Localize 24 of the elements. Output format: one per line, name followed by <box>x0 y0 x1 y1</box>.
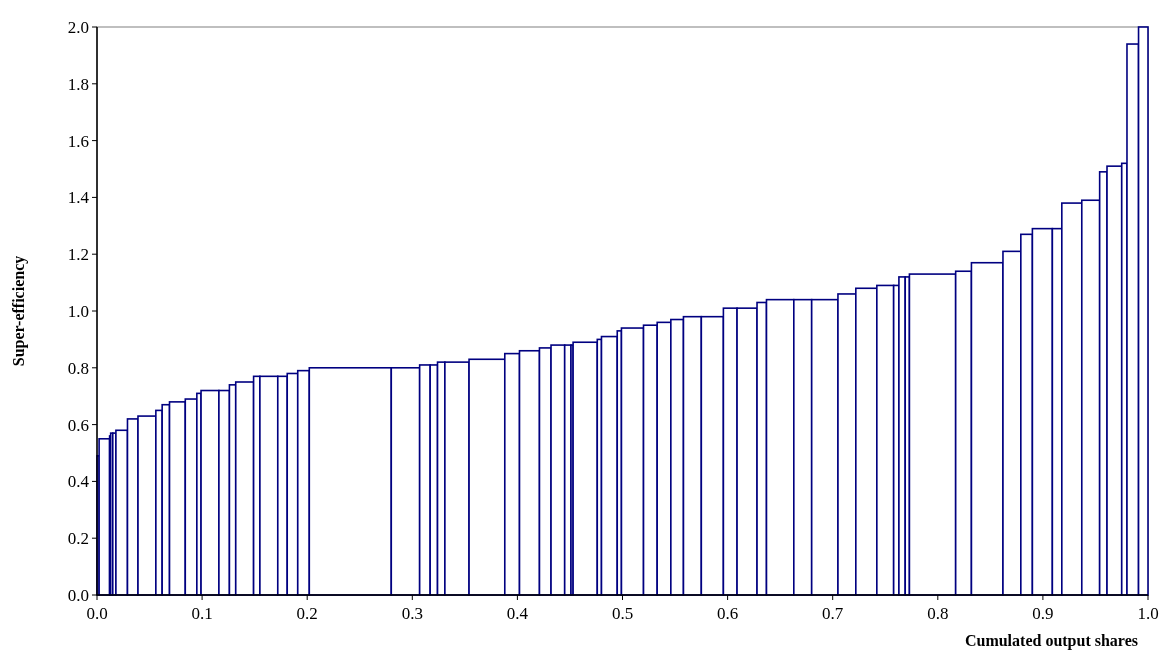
x-tick-label: 0.5 <box>611 604 634 623</box>
y-tick-label: 2.0 <box>67 17 89 37</box>
y-tick-label: 0.4 <box>67 472 90 492</box>
x-tick-label: 0.3 <box>401 604 423 623</box>
x-tick-label: 0.6 <box>716 604 739 623</box>
x-tick-label: 0.8 <box>927 604 949 623</box>
y-tick-label: 1.6 <box>67 131 89 151</box>
y-tick-label: 1.8 <box>67 74 89 94</box>
x-tick-label: 0.1 <box>191 604 213 623</box>
x-axis-title: Cumulated output shares <box>964 632 1138 650</box>
x-tick-label: 0.7 <box>822 604 844 623</box>
y-tick-label: 0.8 <box>67 358 89 378</box>
y-tick-label: 1.4 <box>67 188 90 208</box>
y-tick-label: 0.0 <box>67 585 89 605</box>
y-tick-label: 1.0 <box>67 301 89 321</box>
y-tick-label: 0.2 <box>67 529 89 549</box>
x-tick-label: 0.4 <box>506 604 529 623</box>
x-tick-label: 1.0 <box>1137 604 1159 623</box>
x-tick-label: 0.2 <box>296 604 318 623</box>
x-tick-label: 0.9 <box>1032 604 1054 623</box>
y-axis-title: Super-efficiency <box>10 255 28 367</box>
x-tick-label: 0.0 <box>86 604 108 623</box>
y-tick-label: 1.2 <box>67 245 89 265</box>
y-tick-label: 0.6 <box>67 415 89 435</box>
